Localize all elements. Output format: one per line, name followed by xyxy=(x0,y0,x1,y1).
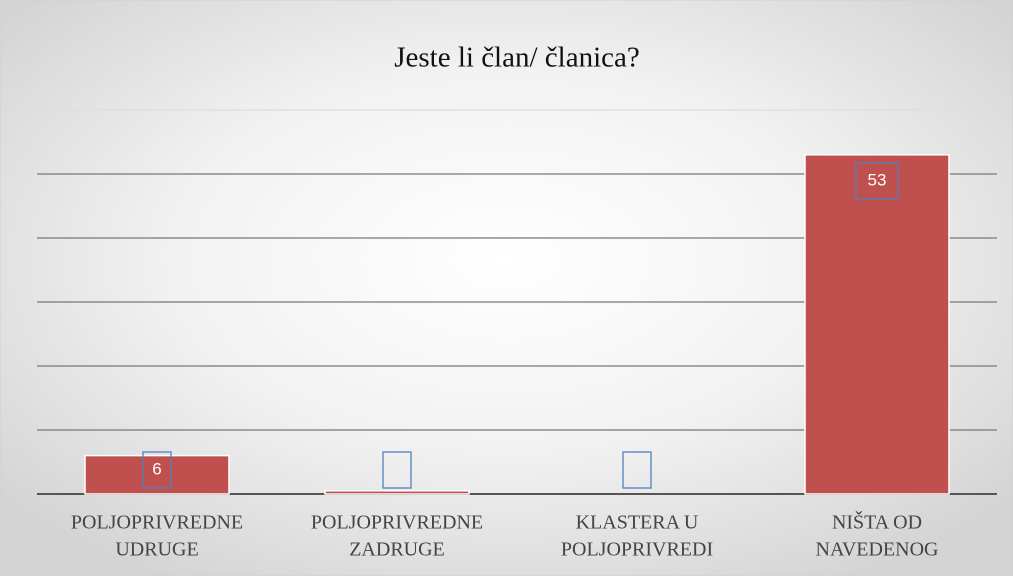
bar xyxy=(324,490,470,495)
x-tick-label: POLJOPRIVREDNE xyxy=(71,512,243,534)
label-box xyxy=(855,162,899,200)
data-label: 53 xyxy=(868,170,887,189)
label-box xyxy=(142,451,172,489)
data-label: 6 xyxy=(152,459,161,478)
label-box xyxy=(382,451,412,489)
x-tick-label: NIŠTA OD xyxy=(832,510,922,534)
bar xyxy=(804,154,950,495)
x-tick-label: KLASTERA U xyxy=(576,512,699,534)
x-tick-label: POLJOPRIVREDNE xyxy=(311,512,483,534)
x-tick-label: POLJOPRIVREDI xyxy=(561,539,713,561)
chart-title: Jeste li član/ članica? xyxy=(394,42,640,74)
x-tick-label: NAVEDENOG xyxy=(816,539,939,561)
label-box xyxy=(622,451,652,489)
x-tick-label: UDRUGE xyxy=(115,539,198,561)
x-tick-label: ZADRUGE xyxy=(349,539,445,561)
